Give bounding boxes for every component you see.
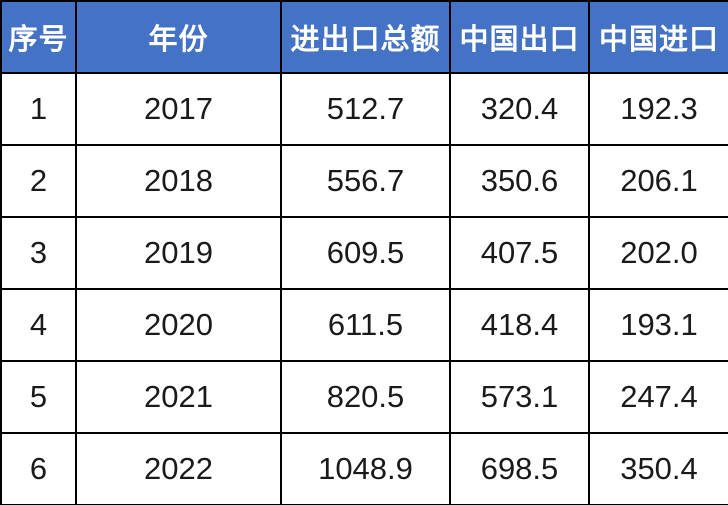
table-row: 6 2022 1048.9 698.5 350.4 [0, 432, 728, 505]
header-cell-total-import-export: 进出口总额 [280, 0, 451, 74]
cell-year: 2017 [75, 72, 282, 146]
cell-year: 2018 [75, 144, 282, 218]
cell-export: 698.5 [449, 432, 590, 505]
cell-export: 418.4 [449, 288, 590, 362]
cell-serial: 6 [0, 432, 77, 505]
cell-serial: 1 [0, 72, 77, 146]
table-body: 1 2017 512.7 320.4 192.3 2 2018 556.7 35… [0, 72, 728, 505]
cell-import: 350.4 [588, 432, 728, 505]
cell-export: 573.1 [449, 360, 590, 434]
cell-total: 512.7 [280, 72, 451, 146]
cell-total: 611.5 [280, 288, 451, 362]
header-cell-serial-number: 序号 [0, 0, 77, 74]
cell-year: 2022 [75, 432, 282, 505]
cell-export: 407.5 [449, 216, 590, 290]
table-row: 3 2019 609.5 407.5 202.0 [0, 216, 728, 290]
cell-year: 2020 [75, 288, 282, 362]
header-cell-china-import: 中国进口 [588, 0, 728, 74]
cell-serial: 3 [0, 216, 77, 290]
cell-export: 320.4 [449, 72, 590, 146]
cell-import: 202.0 [588, 216, 728, 290]
cell-import: 192.3 [588, 72, 728, 146]
cell-serial: 4 [0, 288, 77, 362]
cell-import: 193.1 [588, 288, 728, 362]
cell-total: 556.7 [280, 144, 451, 218]
table-row: 2 2018 556.7 350.6 206.1 [0, 144, 728, 218]
cell-serial: 2 [0, 144, 77, 218]
table-row: 5 2021 820.5 573.1 247.4 [0, 360, 728, 434]
cell-import: 206.1 [588, 144, 728, 218]
table-row: 4 2020 611.5 418.4 193.1 [0, 288, 728, 362]
cell-year: 2019 [75, 216, 282, 290]
table-row: 1 2017 512.7 320.4 192.3 [0, 72, 728, 146]
table-header: 序号 年份 进出口总额 中国出口 中国进口 [0, 0, 728, 74]
cell-import: 247.4 [588, 360, 728, 434]
header-row: 序号 年份 进出口总额 中国出口 中国进口 [0, 0, 728, 74]
cell-serial: 5 [0, 360, 77, 434]
header-cell-china-export: 中国出口 [449, 0, 590, 74]
cell-year: 2021 [75, 360, 282, 434]
cell-export: 350.6 [449, 144, 590, 218]
cell-total: 1048.9 [280, 432, 451, 505]
cell-total: 609.5 [280, 216, 451, 290]
cell-total: 820.5 [280, 360, 451, 434]
header-cell-year: 年份 [75, 0, 282, 74]
